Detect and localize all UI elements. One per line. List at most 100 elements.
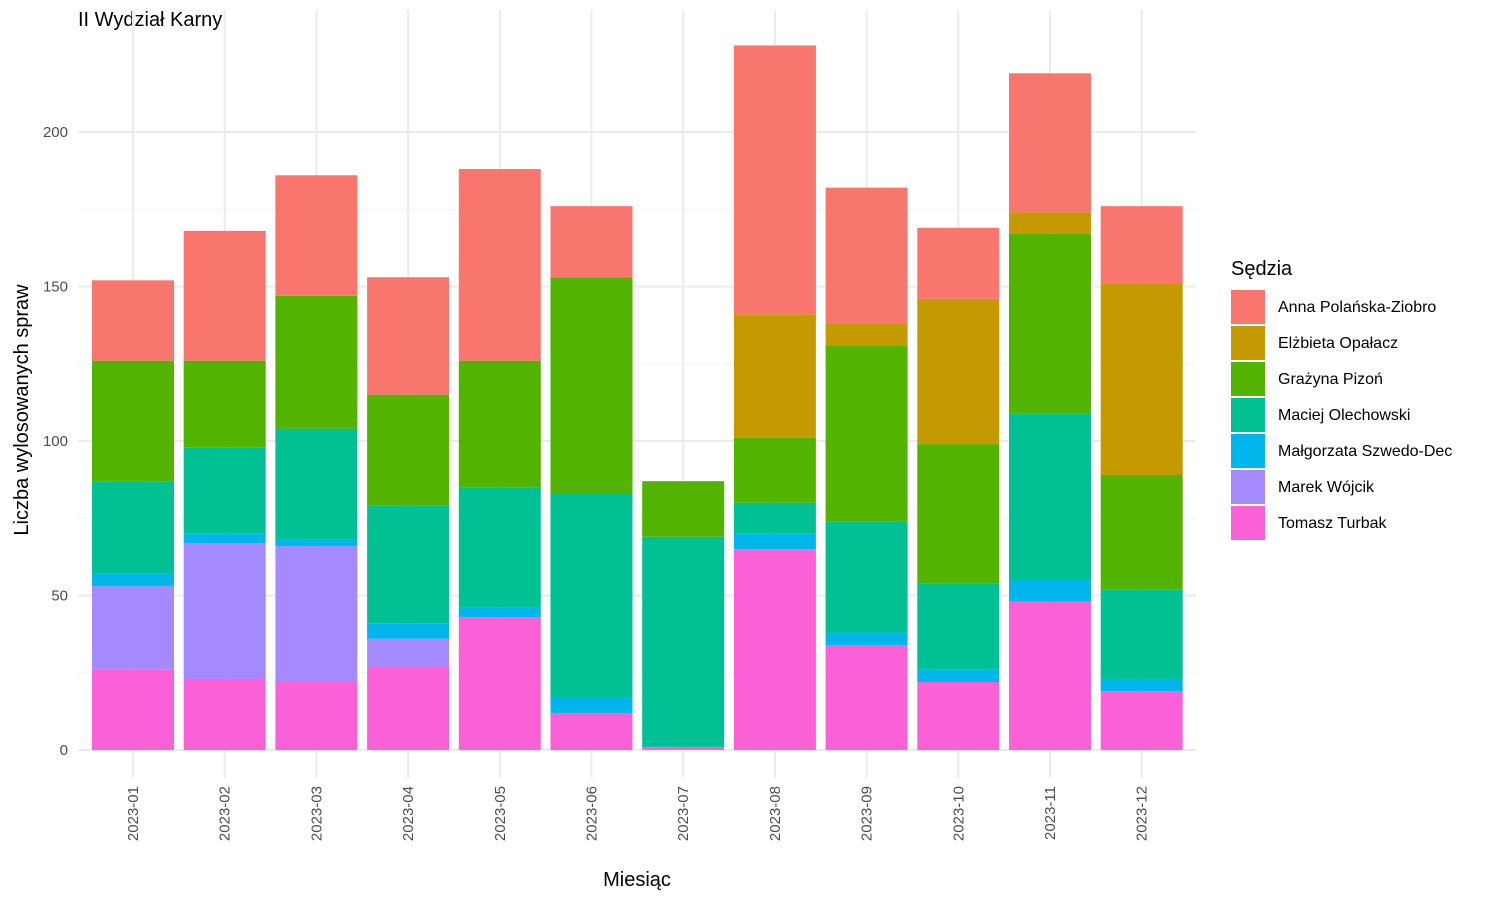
x-tick-label: 2023-12 [1134,786,1151,841]
x-tick-label: 2023-10 [950,786,967,841]
y-axis-title: Liczba wylosowanych spraw [11,284,33,536]
legend-key [1231,290,1265,324]
y-axis-ticks: 0 50 100 150 200 [43,124,68,759]
bars [92,45,1183,750]
bar-segment [825,187,908,324]
bar-segment [275,175,358,296]
bar-segment [92,669,174,750]
bar-segment [825,323,908,346]
bar-segment [275,682,358,750]
bar-segment [733,437,816,503]
bar-segment [550,277,633,494]
x-axis-ticks: 2023-01 2023-02 2023-03 2023-04 2023-05 2023-… [125,786,1151,841]
bar-segment [733,45,816,315]
bar-segment [642,536,725,747]
y-tick-label: 0 [60,742,68,759]
bar-segment [825,345,908,522]
bar-segment [550,697,633,713]
legend-label: Tomasz Turbak [1278,515,1387,532]
bar-segment [1009,580,1091,602]
y-tick-label: 150 [43,279,68,296]
bar-segment [1100,474,1183,590]
y-tick-label: 50 [51,588,68,605]
bar-segment [183,360,266,448]
bar-segment [917,227,1000,299]
legend: Sędzia Anna Polańska-Ziobro Elżbieta Opał… [1231,258,1452,540]
x-axis-title: Miesiąc [603,869,671,891]
bar-segment [183,447,266,534]
legend-label: Maciej Olechowski [1278,407,1410,424]
bar-segment [917,444,1000,584]
y-tick-label: 100 [43,433,68,450]
bar-segment [642,746,725,750]
bar-segment [458,607,541,618]
bar-segment [367,505,450,624]
x-tick-label: 2023-05 [492,786,509,841]
legend-key [1231,326,1265,360]
bar-segment [275,539,358,547]
bar-segment [1100,691,1183,750]
bar-segment [917,298,1000,445]
legend-key [1231,434,1265,468]
legend-label: Grażyna Pizoń [1278,371,1383,388]
bar-segment [733,502,816,534]
bar-segment [367,277,450,395]
bar-segment [733,314,816,438]
x-tick-label: 2023-02 [217,786,234,841]
bar-segment [733,549,816,750]
bar-segment [917,682,1000,750]
legend-key [1231,470,1265,504]
legend-label: Małgorzata Szwedo-Dec [1278,443,1452,460]
legend-label: Elżbieta Opałacz [1278,335,1398,352]
legend-label: Marek Wójcik [1278,479,1375,496]
bar-segment [458,617,541,750]
bar-segment [825,521,908,633]
bar-segment [917,583,1000,670]
bar-segment [550,206,633,278]
bar-segment [92,280,174,361]
bar-segment [642,481,725,537]
bar-segment [183,542,266,679]
bar-segment [1009,73,1091,213]
bar-segment [825,644,908,750]
bar-segment [367,666,450,750]
bar-segment [92,481,174,574]
bar-segment [825,632,908,645]
bar-segment [1100,283,1183,475]
bar-segment [367,394,450,506]
y-tick-label: 200 [43,124,68,141]
bar-segment [1009,413,1091,581]
legend-key [1231,398,1265,432]
bar-segment [1100,206,1183,284]
bar-segment [550,493,633,698]
bar-segment [458,360,541,488]
x-tick-label: 2023-11 [1042,786,1059,840]
bar-segment [1100,589,1183,679]
bar-segment [275,428,358,540]
legend-key [1231,362,1265,396]
x-tick-label: 2023-01 [125,786,142,841]
bar-segment [92,586,174,670]
x-tick-label: 2023-06 [584,786,601,841]
bar-segment [1100,678,1183,692]
bar-segment [1009,212,1091,234]
legend-key [1231,506,1265,540]
bar-segment [458,169,541,361]
bar-segment [92,360,174,482]
x-tick-label: 2023-07 [675,786,692,841]
bar-segment [183,230,266,361]
bar-segment [733,533,816,550]
chart-title: II Wydział Karny [78,9,222,31]
bar-segment [183,678,266,750]
bar-segment [917,669,1000,683]
bar-segment [367,638,450,667]
bar-segment [367,623,450,639]
x-tick-label: 2023-04 [400,786,417,841]
legend-title: Sędzia [1231,258,1293,280]
bar-segment [1009,233,1091,414]
x-tick-label: 2023-03 [308,786,325,841]
x-tick-label: 2023-09 [859,786,876,841]
bar-segment [550,712,633,750]
bar-segment [183,533,266,543]
